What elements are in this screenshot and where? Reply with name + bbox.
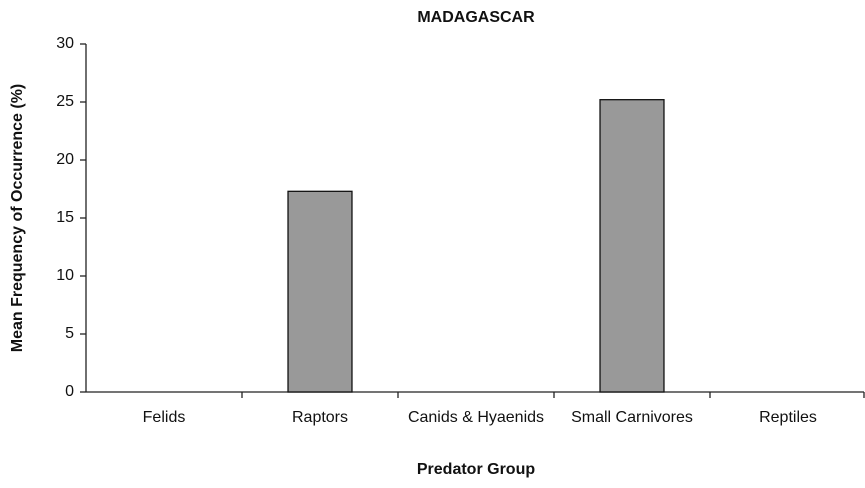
chart-title: MADAGASCAR	[417, 9, 535, 26]
bar	[599, 99, 665, 393]
y-axis-label: Mean Frequency of Occurrence (%)	[9, 84, 26, 353]
y-tick-label: 25	[56, 93, 74, 110]
y-tick-label: 20	[56, 151, 74, 168]
y-tick-label: 15	[56, 209, 74, 226]
y-tick-label: 30	[56, 35, 74, 52]
x-tick-label: Raptors	[292, 409, 348, 426]
x-tick-label: Felids	[143, 409, 186, 426]
x-tick-label: Reptiles	[759, 409, 817, 426]
y-tick-label: 5	[65, 325, 74, 342]
x-axis-label: Predator Group	[417, 461, 535, 478]
y-tick-label: 0	[65, 383, 74, 400]
x-tick-label: Canids & Hyaenids	[408, 409, 544, 426]
y-tick-label: 10	[56, 267, 74, 284]
bar	[287, 190, 353, 393]
x-tick-label: Small Carnivores	[571, 409, 693, 426]
